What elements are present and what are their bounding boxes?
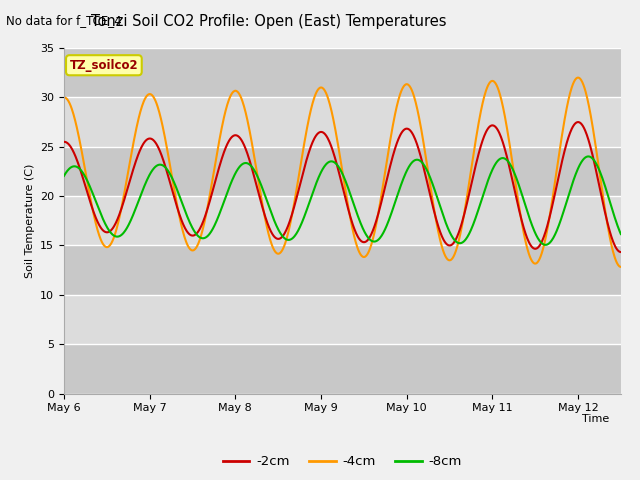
Text: No data for f_TCE_4: No data for f_TCE_4 (6, 14, 122, 27)
Bar (64, 344, 621, 394)
Bar (64, 196, 621, 245)
Bar (64, 147, 621, 196)
Bar (64, 245, 621, 295)
Bar (64, 97, 621, 147)
Y-axis label: Soil Temperature (C): Soil Temperature (C) (24, 164, 35, 278)
Legend: -2cm, -4cm, -8cm: -2cm, -4cm, -8cm (218, 450, 467, 473)
Bar (64, 295, 621, 344)
X-axis label: Time: Time (582, 414, 610, 424)
Bar (64, 48, 621, 97)
Text: Tonzi Soil CO2 Profile: Open (East) Temperatures: Tonzi Soil CO2 Profile: Open (East) Temp… (91, 14, 447, 29)
Text: TZ_soilco2: TZ_soilco2 (70, 59, 138, 72)
